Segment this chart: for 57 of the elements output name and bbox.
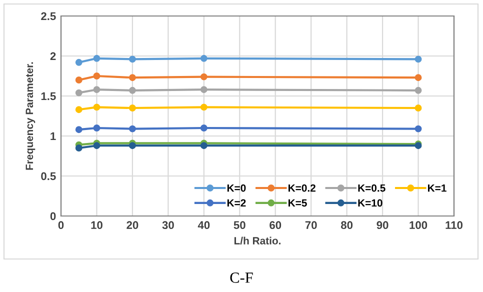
x-tick-label: 50 [234,221,246,230]
point [128,86,136,94]
point [414,74,422,82]
point [75,76,82,84]
point [200,73,208,80]
x-tick-label: 10 [91,221,102,230]
legend-label: K=5 [288,199,307,207]
point [200,54,208,62]
legend-label: K=2 [227,199,246,207]
point [414,56,422,63]
legend-label: K=1 [428,184,446,192]
y-axis-title: Frequency Parameter. [26,62,36,170]
text: C-F [230,272,253,283]
point [414,86,422,94]
x-tick-label: 70 [305,221,317,230]
point [93,104,100,111]
point [200,104,208,111]
x-tick-label: 20 [126,221,138,230]
x-tick-label: 30 [162,221,174,230]
point [93,142,100,150]
point [75,126,82,134]
point [93,86,100,94]
y-tick-label: 0 [50,212,56,220]
point [75,144,82,152]
x-axis-title: L/h Ratio. [234,236,281,245]
point [128,74,136,82]
y-tick-label: 2 [50,52,56,60]
x-tick-label: 60 [270,221,282,230]
point [200,86,208,94]
point [200,142,208,150]
point [75,89,82,96]
point [93,54,100,62]
point [200,124,208,132]
point [414,104,422,112]
legend-label: K=0 [227,184,246,192]
point [75,58,82,66]
y-tick-label: 0.5 [41,172,56,180]
y-tick-label: 1.5 [41,92,56,100]
legend-label: K=0.2 [288,184,316,192]
point [128,125,136,132]
point [128,142,136,150]
y-tick-label: 1 [50,132,56,140]
point [128,56,136,63]
point [414,125,422,132]
point [75,106,82,114]
point [93,72,100,80]
legend-label: K=0.5 [358,184,386,192]
x-tick-label: 80 [340,221,353,230]
y-tick-label: 2.5 [41,12,56,20]
x-tick-label: 110 [446,221,463,230]
x-tick-label: 100 [410,221,428,230]
x-tick-label: 0 [58,221,64,230]
x-tick-label: 40 [198,221,210,230]
x-tick-label: 90 [376,221,388,230]
legend-label: K=10 [358,199,382,207]
point [93,124,100,132]
point [128,104,136,112]
